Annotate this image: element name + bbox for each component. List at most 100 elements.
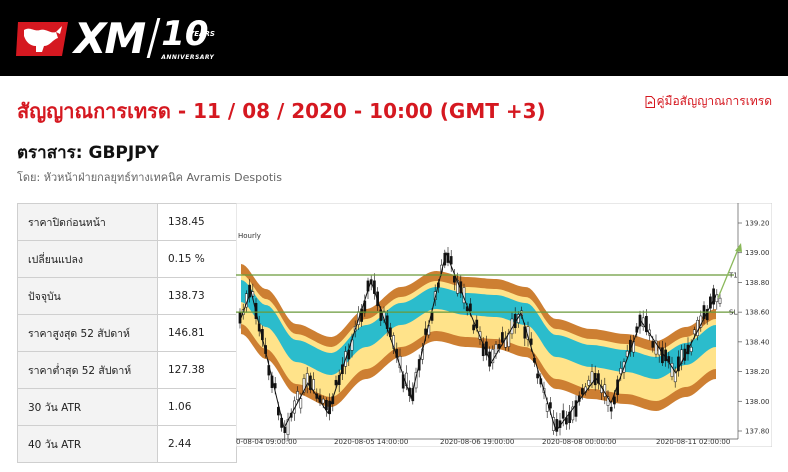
- page-title: สัญญาณการเทรด - 11 / 08 / 2020 - 10:00 (…: [17, 99, 546, 123]
- xm-logo[interactable]: XM 10 YEARS ANNIVERSARY: [16, 13, 217, 63]
- stat-value: 127.38: [157, 351, 237, 389]
- author-line: โดย: หัวหน้าฝ่ายกลยุทธ์ทางเทคนิค Avramis…: [17, 171, 282, 184]
- stats-table: ราคาปิดก่อนหน้า 138.45 เปลี่ยนแปลง 0.15 % …: [17, 203, 237, 463]
- table-row: ปัจจุบัน 138.73: [17, 277, 237, 315]
- candle-body: [571, 406, 575, 421]
- candle-body: [302, 378, 306, 393]
- candle-body: [296, 391, 299, 401]
- candle-body: [689, 346, 693, 352]
- candle-body: [321, 398, 325, 404]
- stat-value: 138.45: [157, 203, 237, 241]
- candle-body: [325, 400, 328, 411]
- stat-value: 1.06: [157, 388, 237, 426]
- pdf-icon: [645, 95, 655, 108]
- stat-label: 30 วัน ATR: [17, 388, 158, 426]
- stat-value: 146.81: [157, 314, 237, 352]
- stat-label: ปัจจุบัน: [17, 277, 158, 315]
- candle-body: [718, 297, 722, 304]
- candle-body: [693, 329, 696, 335]
- y-tick-label: 138.00: [745, 398, 770, 406]
- candle-body: [472, 324, 475, 331]
- candle-body: [529, 338, 533, 345]
- candle-body: [334, 379, 338, 386]
- candle-body: [305, 373, 309, 387]
- candle-body: [670, 363, 674, 377]
- x-tick-label: 2020-08-06 19:00:00: [440, 438, 514, 446]
- candle-body: [661, 347, 664, 364]
- candle-body: [654, 340, 658, 355]
- projection-arrow-head: [735, 243, 742, 252]
- table-row: เปลี่ยนแปลง 0.15 %: [17, 240, 237, 278]
- table-row: 30 วัน ATR 1.06: [17, 388, 237, 426]
- candle-body: [590, 371, 594, 384]
- candle-body: [587, 379, 591, 386]
- candle-body: [677, 356, 680, 372]
- y-tick-label: 138.60: [745, 309, 770, 317]
- candle-body: [545, 403, 549, 412]
- candle-body: [581, 388, 584, 395]
- price-chart: T1 SL 139.20 139.00 138.80 138.60 138.40 138.2…: [236, 203, 772, 447]
- x-tick-label: 2020-08-08 00:00:00: [542, 438, 616, 446]
- candle-body: [299, 398, 303, 409]
- y-tick-label: 138.20: [745, 368, 770, 376]
- logo-text: XM: [74, 13, 146, 63]
- candle-body: [309, 375, 312, 391]
- light-band-area: [241, 274, 716, 401]
- candle-body: [549, 402, 552, 409]
- candle-body: [536, 373, 539, 379]
- table-row: ราคาปิดก่อนหน้า 138.45: [17, 203, 237, 241]
- candle-body: [491, 349, 495, 364]
- y-tick-label: 139.20: [745, 220, 770, 228]
- inner-band-area: [241, 280, 716, 379]
- y-tick-label: 137.80: [745, 428, 770, 436]
- table-row: ราคาสูงสุด 52 สัปดาห์ 146.81: [17, 314, 237, 352]
- logo-years: YEARS: [189, 30, 215, 38]
- candle-body: [709, 296, 712, 309]
- candle-body: [555, 419, 559, 432]
- stat-label: ราคาปิดก่อนหน้า: [17, 203, 158, 241]
- y-tick-label: 139.00: [745, 249, 770, 257]
- stat-label: เปลี่ยนแปลง: [17, 240, 158, 278]
- candle-body: [469, 303, 472, 312]
- signal-guide-label[interactable]: คู่มือสัญญาณการเทรด: [656, 94, 773, 108]
- candle-body: [613, 396, 616, 405]
- y-tick-label: 138.40: [745, 338, 770, 346]
- candle-body: [453, 275, 456, 283]
- candle-body: [619, 368, 623, 375]
- level-label-t1: T1: [728, 272, 738, 280]
- instrument-heading: ตราสาร: GBPJPY: [17, 143, 159, 163]
- logo-number: 10: [161, 14, 209, 54]
- bull-logo-icon: [16, 22, 68, 56]
- candle-body: [501, 332, 504, 343]
- timeframe-label: Hourly: [238, 232, 261, 240]
- candle-body: [568, 411, 571, 424]
- x-tick-label: 0-08-04 09:00:00: [236, 438, 297, 446]
- candle-body: [625, 350, 629, 358]
- candle-body: [456, 280, 459, 294]
- stat-value: 2.44: [157, 425, 237, 463]
- candle-body: [606, 396, 610, 406]
- logo-separator: [146, 18, 161, 58]
- stat-label: 40 วัน ATR: [17, 425, 158, 463]
- anniversary-badge: 10 YEARS ANNIVERSARY: [161, 14, 217, 61]
- stat-value: 138.73: [157, 277, 237, 315]
- candle-body: [597, 373, 600, 384]
- site-header: XM 10 YEARS ANNIVERSARY: [0, 0, 788, 76]
- logo-anniversary: ANNIVERSARY: [161, 54, 215, 61]
- y-tick-label: 138.80: [745, 279, 770, 287]
- candle-body: [715, 294, 719, 303]
- candle-body: [561, 410, 565, 419]
- swing-zigzag-line: [240, 251, 717, 433]
- candle-body: [497, 344, 501, 349]
- projection-arrow-line: [717, 246, 740, 299]
- x-tick-label: 2020-08-11 02:00:00: [656, 438, 730, 446]
- candle-body: [574, 400, 578, 417]
- candle-body: [645, 315, 648, 333]
- candle-body: [312, 379, 315, 391]
- stat-label: ราคาสูงสุด 52 สัปดาห์: [17, 314, 158, 352]
- table-row: ราคาต่ำสุด 52 สัปดาห์ 127.38: [17, 351, 237, 389]
- stat-label: ราคาต่ำสุด 52 สัปดาห์: [17, 351, 158, 389]
- signal-guide-link[interactable]: คู่มือสัญญาณการเทรด: [645, 92, 773, 111]
- x-tick-label: 2020-08-05 14:00:00: [334, 438, 408, 446]
- stat-value: 0.15 %: [157, 240, 237, 278]
